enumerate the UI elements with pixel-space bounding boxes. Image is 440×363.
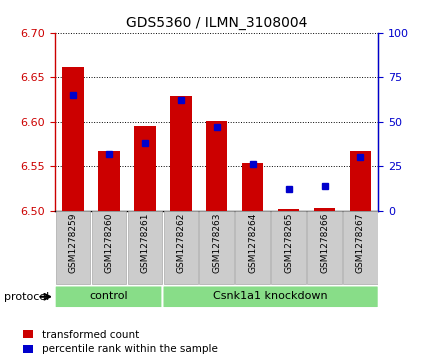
Text: protocol: protocol — [4, 292, 50, 302]
FancyBboxPatch shape — [128, 211, 162, 284]
FancyBboxPatch shape — [343, 211, 378, 284]
FancyBboxPatch shape — [162, 285, 379, 308]
FancyBboxPatch shape — [164, 211, 198, 284]
Text: GSM1278263: GSM1278263 — [212, 213, 221, 273]
Bar — [62, 68, 84, 211]
Text: GSM1278262: GSM1278262 — [176, 213, 185, 273]
FancyBboxPatch shape — [235, 211, 270, 284]
Bar — [170, 96, 191, 211]
FancyBboxPatch shape — [271, 211, 306, 284]
Text: GSM1278260: GSM1278260 — [104, 213, 114, 273]
Bar — [314, 208, 335, 211]
FancyBboxPatch shape — [307, 211, 342, 284]
Bar — [134, 126, 156, 211]
Text: GSM1278261: GSM1278261 — [140, 213, 149, 273]
FancyBboxPatch shape — [199, 211, 234, 284]
Bar — [278, 209, 299, 211]
Text: control: control — [90, 291, 128, 301]
FancyBboxPatch shape — [55, 285, 163, 308]
Text: GSM1278266: GSM1278266 — [320, 213, 329, 273]
Bar — [98, 151, 120, 211]
FancyBboxPatch shape — [92, 211, 126, 284]
Title: GDS5360 / ILMN_3108004: GDS5360 / ILMN_3108004 — [126, 16, 308, 30]
Bar — [350, 151, 371, 211]
Bar — [206, 121, 227, 211]
Legend: transformed count, percentile rank within the sample: transformed count, percentile rank withi… — [23, 330, 217, 354]
Text: GSM1278265: GSM1278265 — [284, 213, 293, 273]
Text: GSM1278259: GSM1278259 — [69, 213, 77, 273]
Text: GSM1278264: GSM1278264 — [248, 213, 257, 273]
Text: Csnk1a1 knockdown: Csnk1a1 knockdown — [213, 291, 328, 301]
FancyBboxPatch shape — [56, 211, 90, 284]
Text: GSM1278267: GSM1278267 — [356, 213, 365, 273]
Bar — [242, 163, 264, 211]
